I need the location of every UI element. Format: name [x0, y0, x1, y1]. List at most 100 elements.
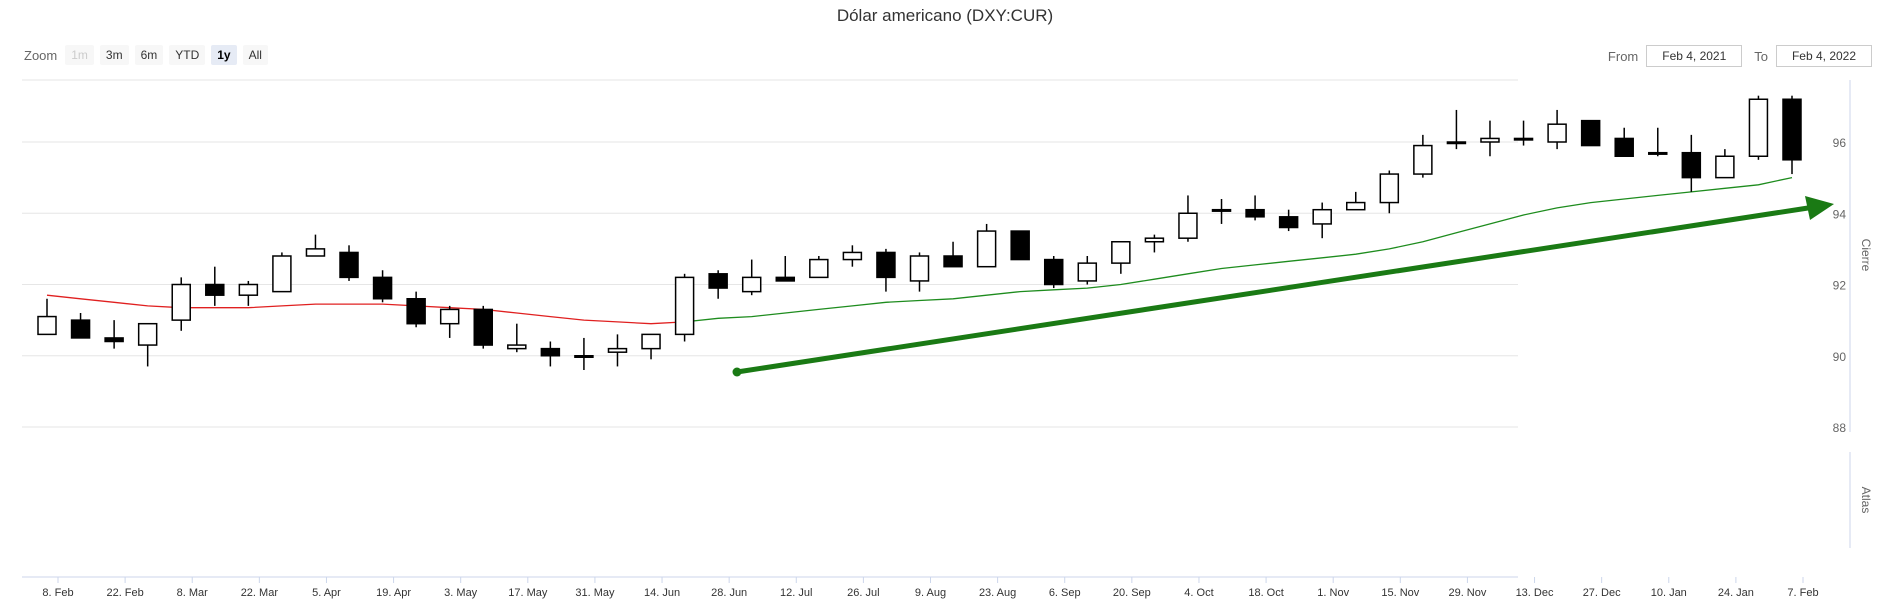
candle [540, 341, 561, 367]
x-tick-label: 28. Jun [711, 587, 747, 599]
candle [1782, 95, 1802, 175]
candle [1278, 209, 1299, 232]
x-tick-label: 8. Feb [42, 587, 73, 599]
zoom-1m-button[interactable]: 1m [65, 45, 94, 65]
trend-arrow-start [732, 367, 742, 377]
x-tick-label: 26. Jul [847, 587, 879, 599]
candle-body [1480, 137, 1500, 143]
lower-axis-title: Atlas [1859, 487, 1873, 514]
trend-arrow-head [1805, 196, 1834, 220]
candle [473, 305, 493, 349]
candle [943, 241, 963, 268]
candle-body [1111, 241, 1131, 264]
candle-body [1547, 123, 1567, 143]
candle-body [104, 337, 124, 343]
candle [171, 277, 191, 331]
candle-body [1648, 151, 1668, 155]
candle-body [1748, 98, 1769, 157]
candle-body [943, 255, 963, 268]
x-tick-label: 22. Feb [106, 587, 143, 599]
zoom-1y-button[interactable]: 1y [211, 45, 237, 65]
zoom-label: Zoom [24, 47, 58, 63]
candle [1245, 195, 1265, 221]
x-tick-label: 17. May [508, 587, 548, 599]
zoom-6m-button[interactable]: 6m [134, 45, 164, 65]
x-tick-label: 5. Apr [312, 587, 341, 599]
x-tick-label: 14. Jun [644, 587, 680, 599]
x-tick-label: 22. Mar [241, 587, 279, 599]
candle [1715, 149, 1735, 179]
y-tick-label: 92 [1833, 279, 1847, 293]
candle [1748, 95, 1769, 160]
from-date-input[interactable]: Feb 4, 2021 [1646, 45, 1743, 67]
x-tick-label: 31. May [575, 587, 615, 599]
candle [205, 266, 225, 306]
candle-body [507, 344, 527, 350]
x-tick-label: 19. Apr [376, 587, 411, 599]
candle-body [1715, 155, 1735, 179]
candle [1513, 120, 1534, 146]
candle-body [1278, 216, 1299, 229]
candle [1043, 256, 1064, 289]
candle [372, 270, 393, 303]
x-tick-label: 13. Dec [1516, 587, 1554, 599]
x-tick-label: 12. Jul [780, 587, 812, 599]
candle [775, 256, 796, 282]
candle [1547, 109, 1567, 150]
candle-body [1513, 137, 1534, 141]
candle [406, 291, 426, 328]
candle-body [741, 276, 762, 293]
x-tick-label: 20. Sep [1113, 587, 1151, 599]
candle-body [674, 276, 695, 336]
trend-arrow-shaft [734, 205, 1811, 375]
candle-body [473, 308, 493, 346]
x-tick-label: 6. Sep [1049, 587, 1081, 599]
candle [272, 252, 292, 293]
trend-arrow [732, 196, 1834, 377]
candle-body [1043, 258, 1064, 286]
candle-body [439, 308, 460, 325]
zoom-ytd-button[interactable]: YTD [169, 45, 206, 65]
candle-body [842, 251, 863, 261]
candle-body [1681, 151, 1702, 179]
candle [1144, 234, 1165, 253]
candle-body [1312, 208, 1332, 225]
x-tick-label: 7. Feb [1787, 587, 1818, 599]
zoom-all-button[interactable]: All [242, 45, 268, 65]
candle [1077, 256, 1098, 285]
x-tick-label: 18. Oct [1248, 587, 1283, 599]
zoom-3m-button[interactable]: 3m [99, 45, 129, 65]
moving-average-line-early [46, 294, 685, 325]
candle-body [1413, 144, 1433, 175]
candle-body [1614, 137, 1634, 157]
candle-body [1077, 262, 1098, 282]
candle-body [1245, 208, 1265, 218]
to-label: To [1754, 48, 1768, 64]
candle-body [1580, 119, 1601, 147]
candle-body [1211, 208, 1232, 212]
candle-body [1782, 98, 1802, 161]
candle-body [372, 276, 393, 300]
candle [909, 252, 930, 292]
candle [1178, 195, 1198, 242]
candle-body [171, 283, 191, 321]
candle-body [238, 283, 259, 296]
candle-body [1178, 212, 1198, 239]
candle [574, 337, 594, 370]
candle [876, 248, 896, 292]
candle-body [607, 347, 628, 353]
zoom-bar: Zoom 1m 3m 6m YTD 1y All [24, 45, 274, 65]
chart-title: Dólar americano (DXY:CUR) [836, 6, 1054, 25]
candle [1648, 127, 1668, 157]
x-tick-label: 23. Aug [979, 587, 1016, 599]
x-tick-label: 4. Oct [1184, 587, 1213, 599]
y-tick-label: 90 [1833, 350, 1847, 364]
candle [1580, 119, 1601, 147]
candle-body [976, 230, 997, 268]
candle-body [876, 251, 896, 279]
to-date-input[interactable]: Feb 4, 2022 [1776, 45, 1872, 67]
candle [238, 280, 259, 306]
candle-body [574, 355, 594, 358]
candle [741, 259, 762, 296]
candle [809, 256, 829, 279]
